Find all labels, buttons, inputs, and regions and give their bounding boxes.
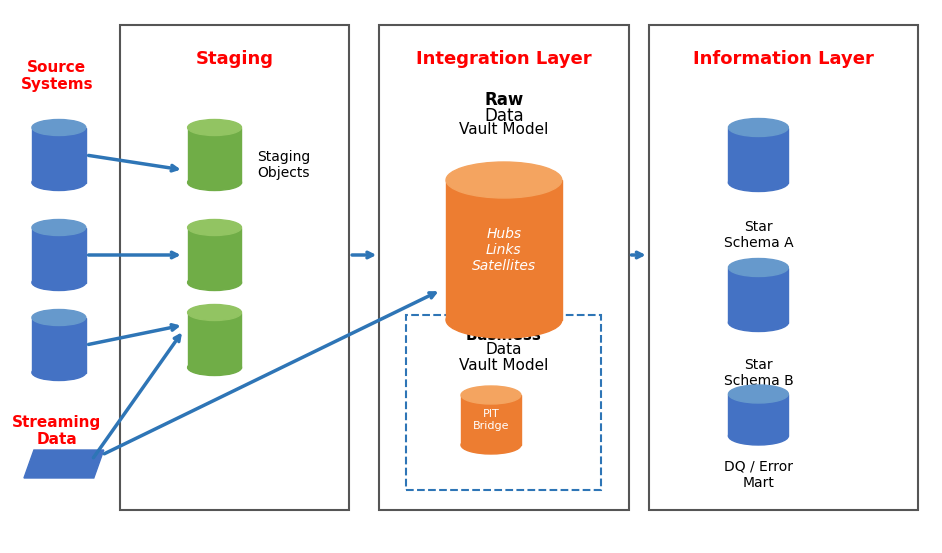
Bar [32, 128, 86, 182]
Text: Star
Schema B: Star Schema B [723, 358, 793, 388]
Text: Information Layer: Information Layer [693, 50, 874, 68]
Ellipse shape [187, 119, 241, 135]
Text: Streaming
Data: Streaming Data [12, 415, 102, 447]
Text: Staging
Objects: Staging Objects [257, 150, 311, 180]
Bar [187, 312, 241, 368]
Ellipse shape [728, 427, 788, 445]
Bar [728, 268, 788, 322]
Text: PIT
Bridge: PIT Bridge [473, 409, 510, 431]
Ellipse shape [187, 359, 241, 375]
Ellipse shape [187, 175, 241, 190]
Text: Hubs
Links
Satellites: Hubs Links Satellites [472, 227, 536, 273]
Bar [380, 25, 628, 510]
Ellipse shape [728, 174, 788, 191]
Ellipse shape [32, 364, 86, 380]
Bar [187, 128, 241, 182]
Text: DQ / Error
Mart: DQ / Error Mart [723, 460, 793, 490]
Text: Star
Schema A: Star Schema A [723, 220, 793, 250]
Text: Integration Layer: Integration Layer [416, 50, 592, 68]
Bar [32, 317, 86, 373]
Bar [728, 394, 788, 436]
Text: Vault Model: Vault Model [460, 357, 548, 373]
Ellipse shape [728, 118, 788, 137]
Ellipse shape [461, 386, 521, 404]
Text: Data: Data [484, 107, 524, 125]
Text: Raw: Raw [484, 91, 524, 109]
Polygon shape [24, 450, 104, 478]
Bar [447, 180, 561, 320]
Ellipse shape [187, 305, 241, 321]
Bar [461, 395, 521, 445]
Ellipse shape [32, 310, 86, 326]
Text: Staging: Staging [196, 50, 273, 68]
Bar [32, 227, 86, 283]
Bar [649, 25, 918, 510]
Text: Source
Systems: Source Systems [21, 60, 93, 92]
Ellipse shape [447, 162, 561, 198]
Text: Data: Data [486, 342, 522, 357]
Ellipse shape [32, 274, 86, 290]
Ellipse shape [728, 385, 788, 403]
Ellipse shape [32, 175, 86, 190]
Bar [406, 315, 601, 490]
Ellipse shape [187, 220, 241, 236]
Bar [187, 227, 241, 283]
Text: Vault Model: Vault Model [460, 123, 548, 138]
Text: Business: Business [466, 327, 542, 342]
Bar [120, 25, 349, 510]
Ellipse shape [461, 436, 521, 454]
Ellipse shape [187, 274, 241, 290]
Ellipse shape [728, 314, 788, 331]
Ellipse shape [728, 258, 788, 276]
Ellipse shape [32, 220, 86, 236]
Ellipse shape [32, 119, 86, 135]
Bar [728, 128, 788, 182]
Ellipse shape [447, 302, 561, 338]
